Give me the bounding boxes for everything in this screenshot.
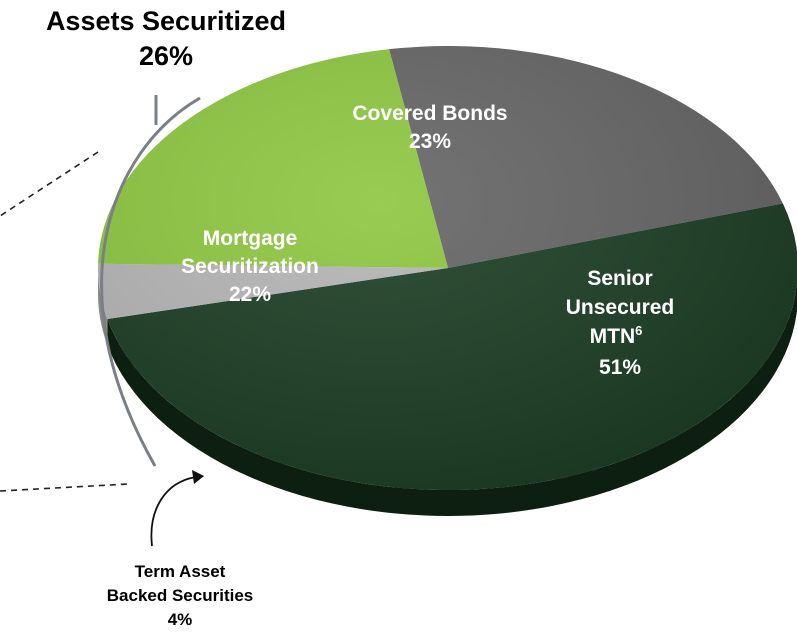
slice-label-term-abs-line2: Backed Securities (107, 586, 253, 605)
term-abs-arrow (150, 476, 197, 547)
slice-value-senior: 51% (599, 356, 641, 379)
slice-label-term-abs-line1: Term Asset (135, 562, 226, 581)
term-abs-arrowhead (192, 470, 204, 484)
slice-value-mortgage: 22% (229, 283, 271, 306)
slice-value-covered-bonds: 23% (409, 130, 451, 153)
dashed-connector-top (0, 151, 99, 217)
slice-label-senior-line2: Unsecured (566, 296, 675, 319)
group-bracket-arc (100, 96, 201, 467)
dashed-connector-bottom (0, 483, 129, 492)
slice-label-mortgage-line1: Mortgage (203, 227, 298, 250)
slice-label-senior-line1: Senior (587, 267, 652, 290)
slice-label-mortgage-line2: Securitization (181, 255, 319, 278)
slice-value-term-abs: 4% (168, 610, 193, 629)
slice-label-senior-line3: MTN6 (590, 323, 643, 348)
group-annotation-title: Assets Securitized (46, 6, 286, 36)
slice-label-covered-bonds: Covered Bonds (352, 102, 507, 125)
slice-label-senior-mtn: MTN (590, 325, 636, 348)
slice-label-senior-sup: 6 (635, 323, 642, 338)
group-annotation-value: 26% (139, 41, 193, 71)
